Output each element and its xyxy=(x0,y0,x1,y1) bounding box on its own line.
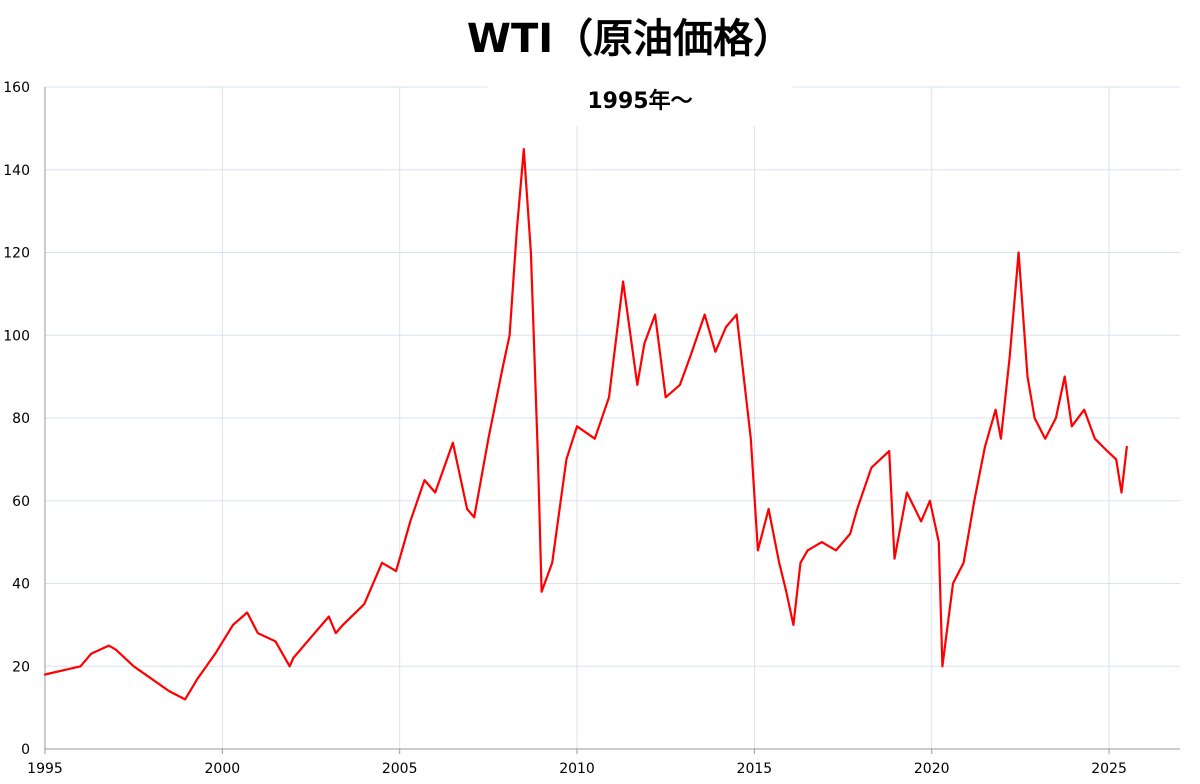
x-tick-label: 2005 xyxy=(382,761,418,777)
y-tick-label: 160 xyxy=(3,80,30,96)
chart-subtitle: 1995年〜 xyxy=(587,88,692,114)
y-tick-label: 100 xyxy=(3,328,30,344)
y-tick-label: 80 xyxy=(12,411,30,427)
subtitle-backdrop xyxy=(487,86,793,126)
x-tick-label: 1995 xyxy=(27,761,63,777)
y-tick-label: 40 xyxy=(12,577,30,593)
series-line xyxy=(43,148,1128,701)
y-tick-label: 0 xyxy=(21,742,30,758)
y-tick-label: 60 xyxy=(12,494,30,510)
y-tick-label: 140 xyxy=(3,163,30,179)
x-tick-label: 2020 xyxy=(914,761,950,777)
x-tick-label: 2015 xyxy=(737,761,773,777)
y-tick-label: 120 xyxy=(3,246,30,262)
x-tick-label: 2025 xyxy=(1091,761,1127,777)
y-tick-label: 20 xyxy=(12,659,30,675)
x-tick-label: 2000 xyxy=(205,761,241,777)
plot-area: 0 20 40 60 80 100 120 140 160 1995 2000 2005 2010 201… xyxy=(3,80,1180,777)
x-tick-label: 2010 xyxy=(559,761,595,777)
chart-title: WTI（原油価格） xyxy=(467,16,793,62)
